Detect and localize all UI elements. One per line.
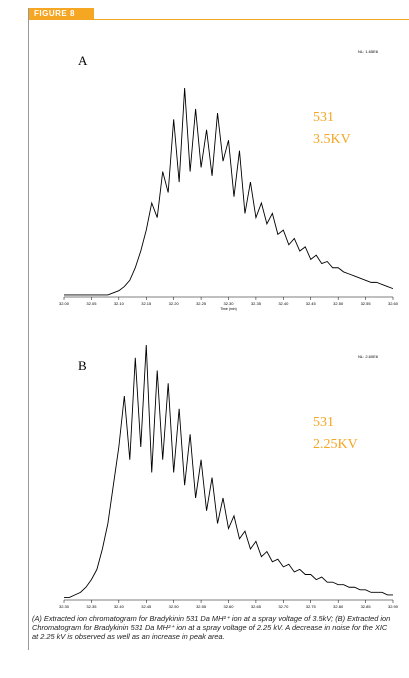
annotation: 531 [313, 415, 334, 430]
figure-label: FIGURE 8 [28, 8, 94, 20]
trace [64, 344, 393, 598]
x-tick-label: 32.20 [169, 301, 180, 306]
x-tick-label: 32.30 [223, 301, 234, 306]
panel-label: A [78, 53, 88, 68]
x-tick-label: 32.30 [59, 604, 70, 609]
x-tick-label: 32.50 [169, 604, 180, 609]
normalization-label: NL: 1.65E6 [358, 49, 379, 54]
x-tick-label: 32.10 [114, 301, 125, 306]
x-tick-label: 32.90 [388, 604, 399, 609]
panel-label: B [78, 358, 87, 373]
x-tick-label: 32.55 [196, 604, 207, 609]
annotation: 2.25KV [313, 437, 358, 452]
x-tick-label: 32.60 [223, 604, 234, 609]
x-tick-label: 32.50 [333, 301, 344, 306]
normalization-label: NL: 2.60E6 [358, 354, 379, 359]
x-tick-label: 32.65 [251, 604, 262, 609]
x-axis-label: Time (min) [220, 307, 237, 311]
annotation: 531 [313, 110, 334, 125]
x-tick-label: 32.35 [86, 604, 97, 609]
charts: A NL: 1.65E6 531 3.5KV 32.00 32.05 32.10 32.15 3… [59, 49, 399, 610]
x-tick-label: 32.15 [141, 301, 152, 306]
annotation: 3.5KV [313, 132, 351, 147]
x-tick-label: 32.25 [196, 301, 207, 306]
x-tick-label: 32.45 [306, 301, 317, 306]
x-tick-label: 32.60 [388, 301, 399, 306]
x-tick-label: 32.70 [278, 604, 289, 609]
caption: (A) Extracted ion chromatogram for Brady… [32, 614, 391, 641]
x-tick-label: 32.80 [333, 604, 344, 609]
x-tick-label: 32.35 [251, 301, 262, 306]
rule [28, 8, 29, 650]
x-tick-label: 32.40 [278, 301, 289, 306]
x-tick-label: 32.40 [114, 604, 125, 609]
x-tick-label: 32.75 [306, 604, 317, 609]
x-tick-label: 32.05 [86, 301, 97, 306]
trace [64, 87, 394, 296]
x-tick-label: 32.00 [59, 301, 70, 306]
x-tick-label: 32.45 [141, 604, 152, 609]
x-tick-label: 32.85 [361, 604, 372, 609]
x-tick-label: 32.55 [361, 301, 372, 306]
rule [28, 19, 409, 20]
